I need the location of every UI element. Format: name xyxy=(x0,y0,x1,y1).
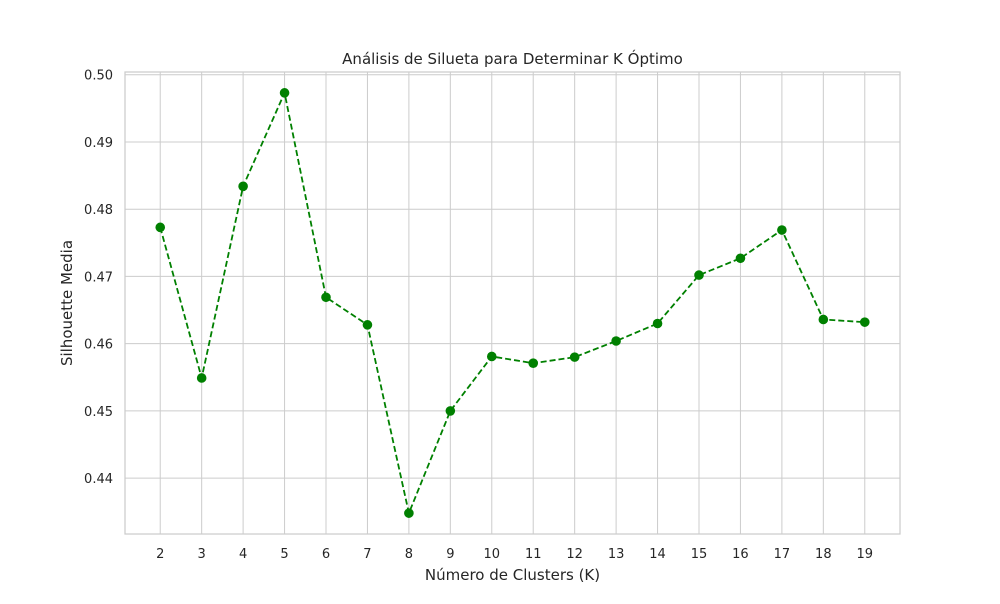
x-tick-label: 2 xyxy=(156,547,164,562)
data-point xyxy=(611,336,621,346)
x-tick-label: 8 xyxy=(405,547,413,562)
data-point xyxy=(486,351,497,362)
x-tick-label: 9 xyxy=(446,547,454,562)
data-point xyxy=(694,270,704,280)
y-tick-label: 0.48 xyxy=(84,203,113,218)
data-point xyxy=(859,317,870,327)
x-tick-label: 5 xyxy=(280,547,288,562)
x-tick-label: 4 xyxy=(239,547,247,562)
series-line xyxy=(159,89,865,517)
data-point xyxy=(569,352,580,362)
tick-labels: 2 3 4 5 6 7 8 9 10 11 12 13 14 15 16 17 18 19 0.44 0.45 0.46… xyxy=(84,69,873,562)
plot-area-frame xyxy=(124,71,901,535)
data-point xyxy=(362,320,373,330)
x-tick-label: 10 xyxy=(484,547,501,562)
data-point xyxy=(528,358,539,368)
x-tick-label: 7 xyxy=(363,547,371,562)
data-point xyxy=(196,373,207,383)
data-point xyxy=(321,292,331,303)
x-tick-label: 15 xyxy=(691,547,708,562)
y-tick-label: 0.47 xyxy=(84,270,113,285)
y-tick-label: 0.45 xyxy=(84,405,113,420)
series-layer xyxy=(155,88,870,518)
data-point xyxy=(238,181,248,192)
x-tick-label: 14 xyxy=(649,547,666,562)
data-point xyxy=(818,314,829,325)
data-point xyxy=(652,318,663,329)
x-axis-title: Número de Clusters (K) xyxy=(425,566,600,584)
x-tick-label: 13 xyxy=(608,547,625,562)
y-tick-label: 0.44 xyxy=(84,472,113,487)
y-tick-label: 0.49 xyxy=(84,136,113,151)
grid-lines xyxy=(125,72,900,534)
y-tick-label: 0.46 xyxy=(84,338,113,353)
x-tick-label: 11 xyxy=(525,547,542,562)
y-tick-label: 0.50 xyxy=(84,69,113,84)
x-tick-label: 16 xyxy=(732,547,749,562)
data-point xyxy=(155,222,166,233)
chart-title: Análisis de Silueta para Determinar K Óp… xyxy=(342,49,683,68)
data-point xyxy=(735,253,746,264)
data-point xyxy=(404,508,414,518)
data-point xyxy=(279,88,290,98)
data-point xyxy=(445,406,456,416)
x-tick-label: 12 xyxy=(566,547,583,562)
data-point xyxy=(777,225,787,235)
y-axis-title: Silhouette Media xyxy=(58,240,76,366)
x-tick-label: 18 xyxy=(815,547,832,562)
x-tick-label: 3 xyxy=(198,547,206,562)
x-tick-label: 17 xyxy=(774,547,791,562)
x-tick-label: 6 xyxy=(322,547,330,562)
x-tick-label: 19 xyxy=(856,547,873,562)
